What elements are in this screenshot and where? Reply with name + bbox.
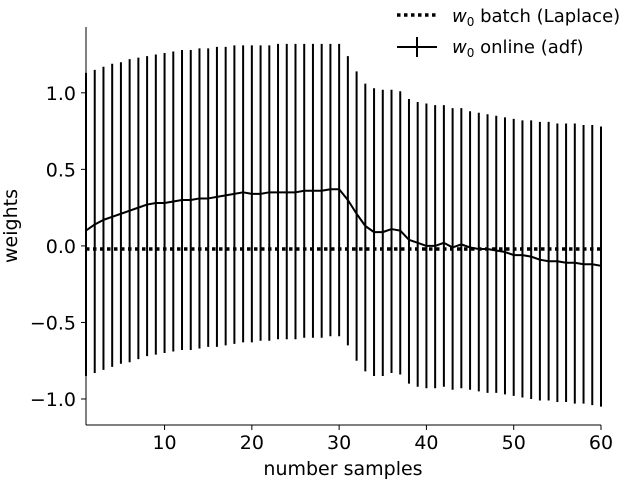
ticks: 10 20 30 40 50 60 1.0 0.5 0.0 −0.5 −1.0 <box>30 83 613 454</box>
online-error-bars <box>85 43 602 407</box>
series-lines <box>85 188 602 267</box>
y-axis-label: weights <box>0 189 22 263</box>
y-tick-label: −0.5 <box>30 312 76 334</box>
x-tick-label: 10 <box>152 432 176 454</box>
x-tick-label: 30 <box>327 432 351 454</box>
y-tick-label: 0.0 <box>46 236 76 258</box>
x-tick-label: 60 <box>589 432 613 454</box>
x-tick-label: 50 <box>502 432 526 454</box>
online-line <box>85 188 602 267</box>
legend-online-label: w0 online (adf) <box>452 37 584 60</box>
x-tick-label: 40 <box>414 432 438 454</box>
y-tick-label: 1.0 <box>46 83 76 105</box>
x-tick-label: 20 <box>240 432 264 454</box>
legend: w0 batch (Laplace) w0 online (adf) <box>397 6 620 60</box>
axes <box>85 27 601 426</box>
y-tick-label: 0.5 <box>46 159 76 181</box>
y-tick-label: −1.0 <box>30 389 76 411</box>
legend-batch-label: w0 batch (Laplace) <box>452 6 620 29</box>
x-axis-label: number samples <box>263 458 422 480</box>
